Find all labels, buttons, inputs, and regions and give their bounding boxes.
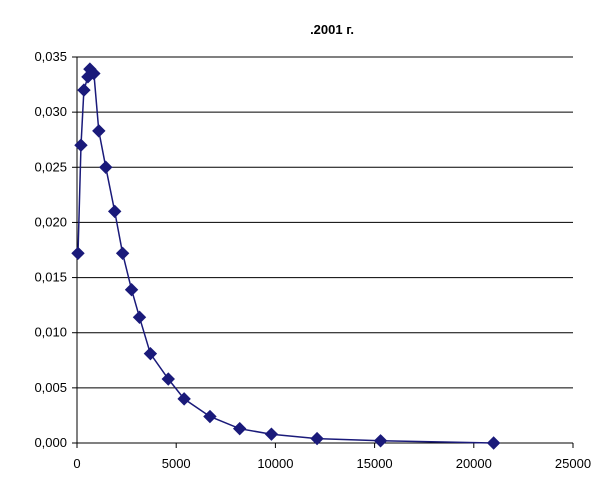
x-tick-label-1: 5000 [162,456,191,471]
data-point [486,436,501,450]
data-point [143,346,158,361]
data-point [264,427,279,441]
x-tick-label-3: 15000 [357,456,393,471]
data-point [373,434,388,448]
data-point [77,83,91,97]
data-point [132,310,147,324]
x-tick-label-5: 25000 [555,456,591,471]
y-axis-ticks: 0,000 0,005 0,010 0,015 0,020 0,025 0,030 0,035 [34,49,77,450]
data-point [203,409,217,424]
x-axis-ticks: 0 5000 10000 15000 20000 25000 [73,443,591,471]
y-tick-label-4: 0,020 [34,214,67,229]
series-line-0 [77,67,494,444]
data-point [71,246,85,261]
axes [76,57,573,444]
y-tick-label-5: 0,025 [34,159,67,174]
data-point [74,138,88,152]
data-point [310,431,324,446]
data-point [161,372,175,386]
data-point [124,282,139,297]
y-tick-label-3: 0,015 [34,270,67,285]
x-tick-label-4: 20000 [456,456,492,471]
data-point [177,392,191,406]
y-tick-label-7: 0,035 [34,49,67,64]
data-point [92,124,106,138]
y-tick-label-6: 0,030 [34,104,67,119]
series [71,62,501,450]
data-point [99,160,113,174]
data-point [115,246,130,261]
data-point [107,204,122,219]
y-tick-label-1: 0,005 [34,380,67,395]
y-tick-label-0: 0,000 [34,435,67,450]
data-point [87,66,101,81]
y-tick-label-2: 0,010 [34,325,67,340]
x-tick-label-0: 0 [73,456,80,471]
gridlines [77,56,573,389]
data-point [232,421,247,436]
chart-title: .2001 г. [310,22,354,37]
x-tick-label-2: 10000 [257,456,293,471]
